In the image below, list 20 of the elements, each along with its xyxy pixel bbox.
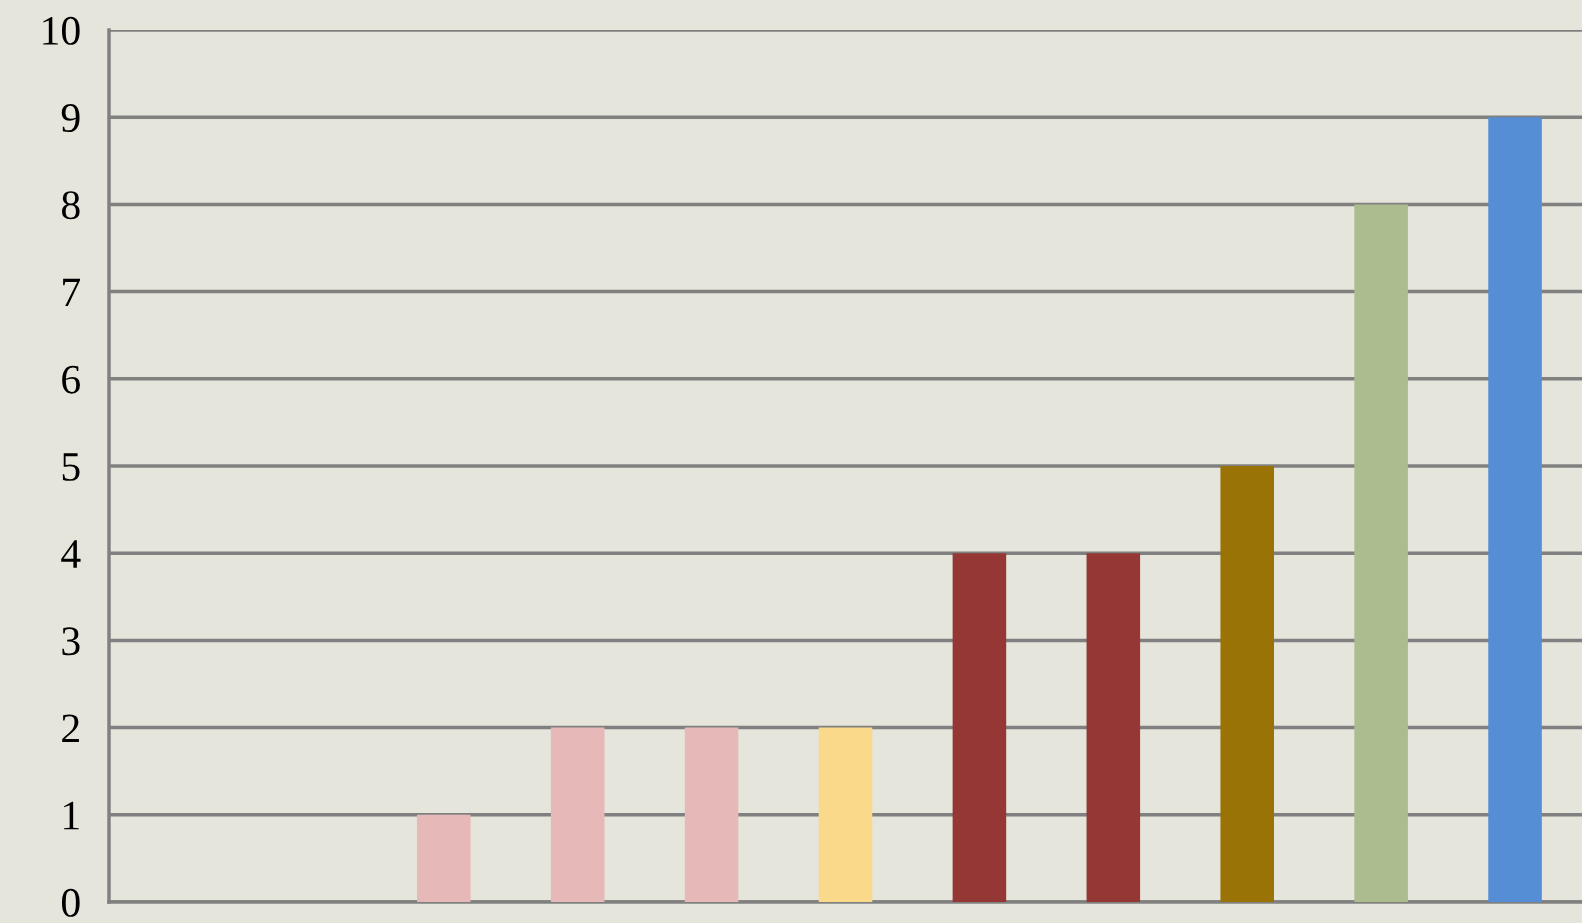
bar	[1220, 466, 1275, 902]
bar	[1086, 553, 1141, 902]
y-tick-label: 10	[43, 16, 80, 45]
y-tick-label: 0	[61, 888, 80, 917]
bar	[1488, 117, 1542, 902]
y-tick-label: 6	[62, 365, 80, 394]
y-tick-label: 9	[61, 104, 80, 133]
bar	[952, 553, 1007, 902]
y-tick-label: 5	[62, 453, 80, 481]
bar	[550, 727, 605, 902]
bar	[684, 727, 739, 902]
bar	[1354, 204, 1408, 902]
y-tick-label: 8	[61, 191, 80, 220]
y-tick-label: 1	[64, 801, 79, 830]
y-tick-label: 3	[62, 627, 80, 656]
bar	[416, 814, 471, 902]
y-tick-label: 4	[61, 540, 81, 568]
y-tick-label: 7	[63, 278, 81, 307]
bar	[818, 727, 873, 902]
y-tick-label: 2	[62, 714, 79, 743]
